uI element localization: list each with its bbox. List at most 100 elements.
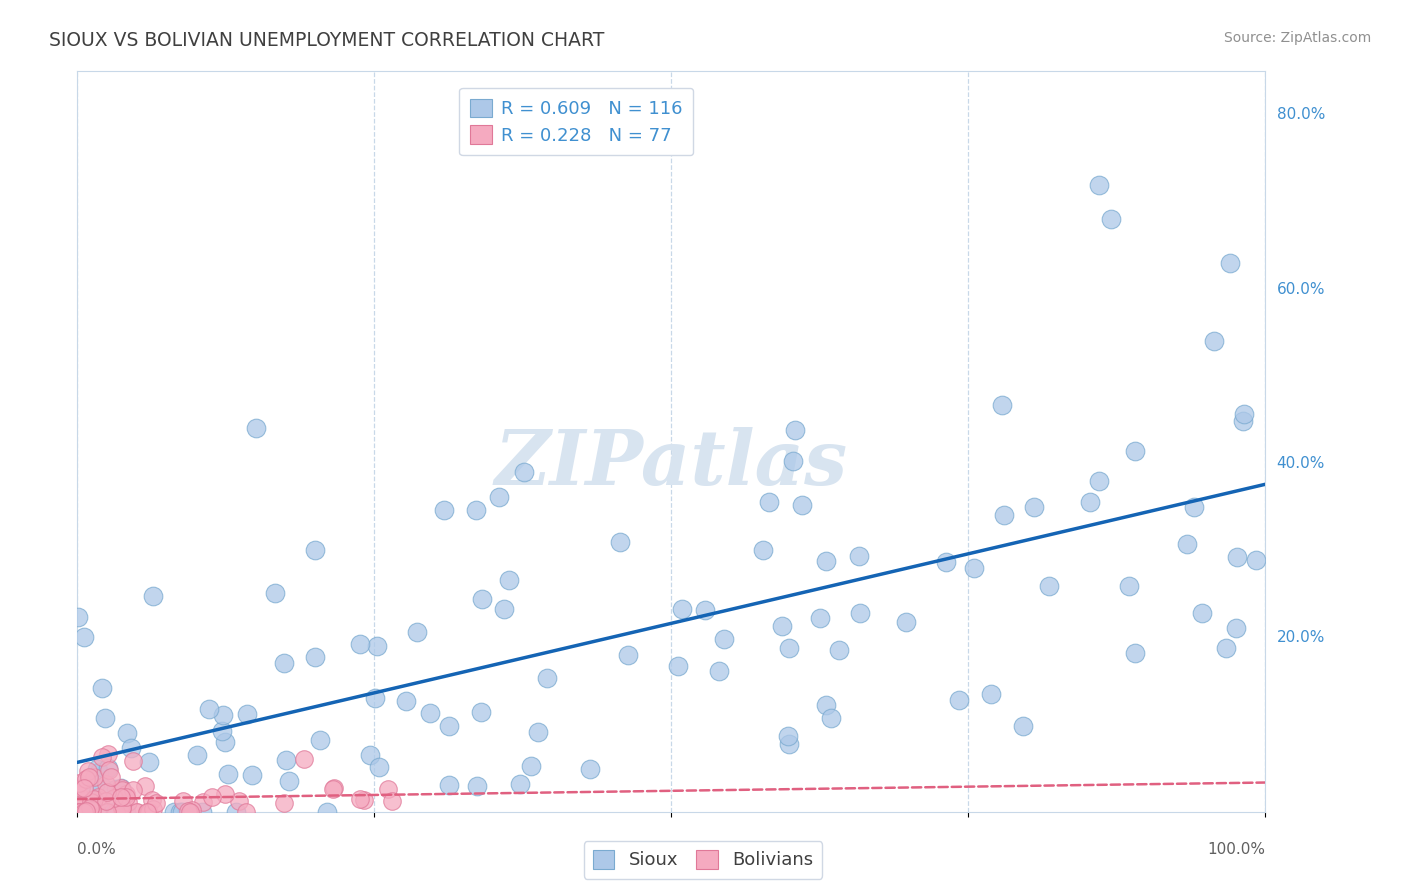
Point [217,767,239,781]
Point [1226,549,1249,564]
Point [104,805,127,819]
Point [83,792,105,806]
Point [579,763,602,777]
Text: Source: ZipAtlas.com: Source: ZipAtlas.com [1223,31,1371,45]
Point [67,789,90,803]
Point [69,781,91,796]
Text: ZIPatlas: ZIPatlas [495,426,848,500]
Point [304,649,326,664]
Point [193,795,215,809]
Point [145,796,167,810]
Point [273,656,295,670]
Point [364,690,387,705]
Point [349,637,371,651]
Point [134,779,156,793]
Point [1099,212,1122,227]
Point [94,711,117,725]
Point [1078,495,1101,509]
Text: 60.0%: 60.0% [1277,282,1324,297]
Point [304,543,326,558]
Point [75,804,97,818]
Point [1204,334,1226,348]
Point [349,792,371,806]
Point [277,774,299,789]
Point [1232,414,1254,428]
Point [419,706,441,720]
Point [66,805,89,819]
Point [322,781,344,796]
Point [169,805,191,819]
Point [79,805,101,819]
Point [117,795,139,809]
Point [782,453,804,467]
Point [273,796,295,810]
Point [713,632,735,646]
Point [1182,500,1205,514]
Point [96,785,118,799]
Point [962,561,984,575]
Point [381,794,404,808]
Point [264,586,287,600]
Point [172,805,194,819]
Text: 20.0%: 20.0% [1277,630,1324,645]
Point [90,681,112,696]
Point [666,659,689,673]
Point [770,619,793,633]
Point [73,781,96,796]
Point [1125,443,1147,458]
Point [80,803,103,817]
Point [353,792,375,806]
Point [758,495,780,509]
Point [73,630,96,644]
Point [245,421,267,435]
Point [177,804,200,818]
Point [1123,646,1146,660]
Point [1118,579,1140,593]
Point [75,793,97,807]
Point [104,805,127,819]
Point [509,777,531,791]
Point [1024,500,1046,514]
Point [111,805,134,819]
Point [84,777,107,791]
Point [494,601,516,615]
Point [1219,256,1241,270]
Point [76,805,98,819]
Point [527,724,550,739]
Point [79,805,101,819]
Point [1233,408,1256,422]
Point [465,503,488,517]
Point [1011,719,1033,733]
Legend: Sioux, Bolivians: Sioux, Bolivians [583,841,823,879]
Point [89,793,111,807]
Point [111,800,134,814]
Point [274,753,297,767]
Point [103,791,125,805]
Point [377,782,399,797]
Point [87,764,110,779]
Point [470,705,492,719]
Point [366,639,388,653]
Point [1244,553,1267,567]
Text: 100.0%: 100.0% [1208,842,1265,857]
Point [79,801,101,815]
Point [498,574,520,588]
Point [240,768,263,782]
Text: SIOUX VS BOLIVIAN UNEMPLOYMENT CORRELATION CHART: SIOUX VS BOLIVIAN UNEMPLOYMENT CORRELATI… [49,31,605,50]
Point [125,805,148,819]
Point [136,805,159,819]
Point [97,747,120,762]
Point [814,554,837,568]
Point [609,534,631,549]
Point [115,787,138,801]
Point [1215,640,1237,655]
Point [181,803,204,817]
Text: 80.0%: 80.0% [1277,107,1324,122]
Point [120,740,142,755]
Point [368,760,391,774]
Point [849,607,872,621]
Point [97,761,120,775]
Point [163,805,186,819]
Point [115,790,138,805]
Point [808,611,831,625]
